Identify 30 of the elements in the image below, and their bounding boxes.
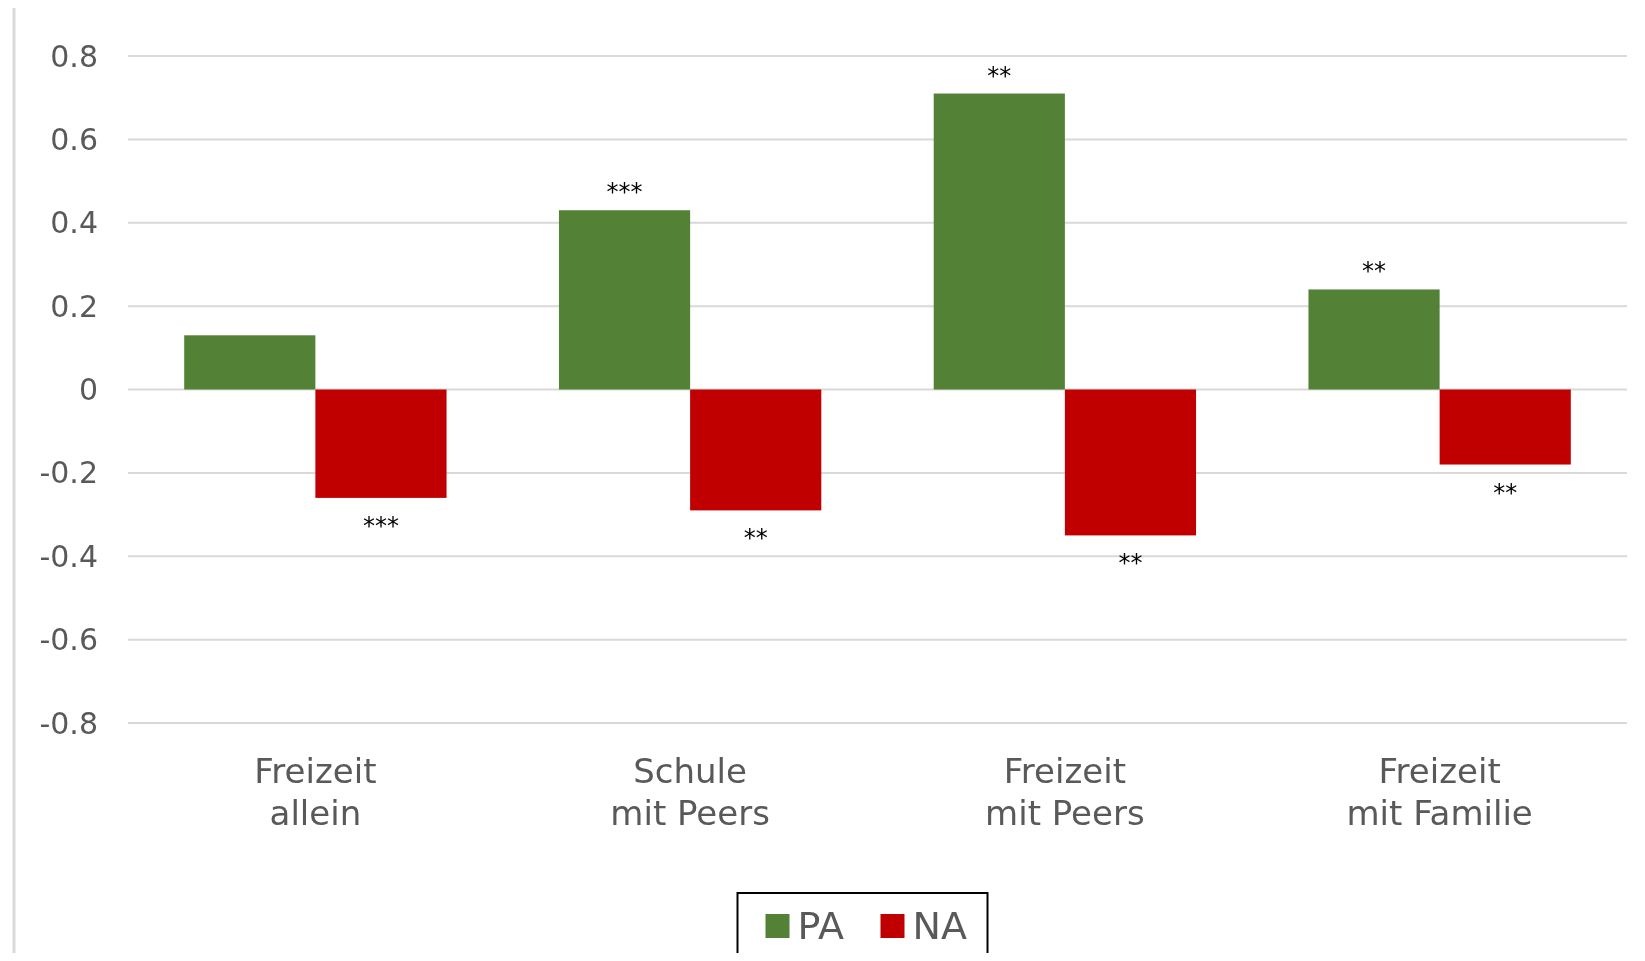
annotation: ** — [1493, 478, 1518, 507]
y-tick-label: -0.6 — [39, 622, 98, 658]
y-tick-label: -0.2 — [39, 455, 98, 491]
y-tick-label: -0.8 — [39, 705, 98, 741]
bar — [184, 335, 316, 390]
annotation: ** — [1362, 257, 1387, 286]
bar — [1439, 389, 1571, 465]
annotation: *** — [362, 511, 399, 540]
x-tick-label: Schule mit Peers — [610, 751, 770, 833]
bar — [1064, 389, 1197, 536]
annotation: ** — [987, 61, 1012, 90]
legend-label: PA — [797, 904, 844, 949]
bar — [315, 389, 447, 498]
bar — [558, 210, 691, 390]
bar — [933, 93, 1065, 390]
legend-label: NA — [912, 904, 967, 949]
y-tick-label: 0.4 — [50, 205, 98, 241]
y-tick-label: 0 — [78, 372, 98, 407]
y-tick-label: 0.8 — [50, 38, 98, 74]
x-tick-label: Freizeit mit Familie — [1346, 751, 1533, 833]
y-tick-label: -0.4 — [39, 538, 98, 574]
x-tick-label: Freizeit allein — [254, 751, 377, 833]
annotation: ** — [743, 524, 768, 553]
annotation: *** — [606, 178, 643, 207]
bar — [690, 389, 822, 511]
bar — [1308, 289, 1440, 390]
y-tick-label: 0.6 — [50, 121, 98, 157]
annotation: ** — [1118, 549, 1143, 578]
y-tick-label: 0.2 — [50, 288, 98, 324]
x-tick-label: Freizeit mit Peers — [985, 751, 1145, 833]
